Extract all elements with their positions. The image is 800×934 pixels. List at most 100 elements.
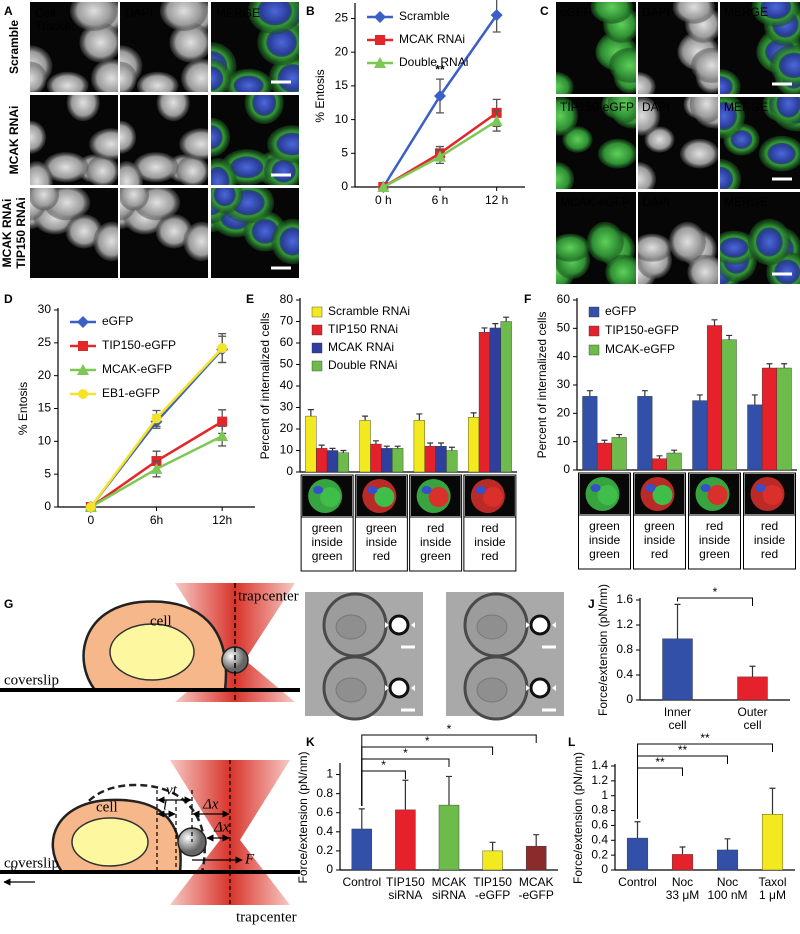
cell xyxy=(30,161,53,185)
nucleus xyxy=(776,97,800,118)
x-tick-label-line: green xyxy=(699,547,730,561)
bar xyxy=(692,400,708,471)
micrograph xyxy=(556,192,636,284)
nucleus xyxy=(71,817,149,867)
bar xyxy=(482,850,503,871)
legend-label: TIP150 RNAi xyxy=(328,322,398,336)
nucleus xyxy=(109,623,195,681)
legend-label: MCAK RNAi xyxy=(399,32,465,46)
bar xyxy=(370,443,382,473)
error-bar xyxy=(489,841,496,851)
x-tick-label-line: siRNA xyxy=(388,888,422,902)
x-tick-label-line: 100 nM xyxy=(707,888,747,902)
category-box xyxy=(633,472,686,570)
y-tick-label: 0.2 xyxy=(316,843,333,857)
panel-label: L xyxy=(568,735,575,749)
diagram-label: coverslip xyxy=(4,855,59,871)
image-label: MERGE xyxy=(724,100,768,114)
error-bar xyxy=(711,319,718,326)
nucleus xyxy=(266,27,297,57)
panel-label: F xyxy=(524,292,531,306)
y-tick-label: 0 xyxy=(563,462,570,476)
marker xyxy=(217,416,228,427)
thumb-nucleus xyxy=(421,486,432,494)
diagram-g: cell coverslip trap center cell coversli… xyxy=(0,583,300,925)
x-tick-label-line: green xyxy=(420,549,451,563)
cell xyxy=(183,221,208,262)
cell xyxy=(590,2,633,24)
y-tick-label: 0 xyxy=(341,179,348,193)
legend-label: MCAK-eGFP xyxy=(102,362,172,376)
diagram-label: center xyxy=(260,909,297,925)
diagram-label: v xyxy=(10,861,17,877)
diagram-label: Δx xyxy=(213,819,230,835)
marker xyxy=(85,502,96,512)
error-bar xyxy=(383,445,390,449)
y-tick-label: 0.8 xyxy=(591,803,608,817)
nucleus xyxy=(335,614,367,640)
cell xyxy=(180,58,208,92)
marker xyxy=(434,150,446,162)
thumb-inner xyxy=(652,485,673,505)
y-tick-label: 10 xyxy=(38,434,52,448)
bar xyxy=(395,809,416,871)
legend-swatch xyxy=(588,325,600,337)
cell xyxy=(69,2,118,31)
error-bar xyxy=(724,838,731,850)
y-tick-label: 0.2 xyxy=(591,847,608,861)
error-bar xyxy=(766,363,773,368)
error-bar xyxy=(751,394,758,405)
y-tick-label: 1.2 xyxy=(591,773,608,787)
nucleus xyxy=(476,614,508,640)
diagram-label: center xyxy=(262,588,299,604)
x-tick-label-line: red xyxy=(761,519,778,533)
marker xyxy=(217,343,228,354)
cell xyxy=(169,22,208,63)
x-tick-label-line: red xyxy=(481,521,498,535)
micrograph xyxy=(638,97,718,189)
image-label-line: Cell xyxy=(35,6,56,20)
y-tick-label: 0.8 xyxy=(616,642,633,656)
cell xyxy=(89,128,118,160)
error-bar xyxy=(318,444,325,449)
thumb-inner xyxy=(597,485,618,505)
y-tick-label: 20 xyxy=(38,368,52,382)
marker xyxy=(490,9,503,22)
cell xyxy=(562,126,593,153)
bead xyxy=(388,677,410,699)
y-tick-label: 20 xyxy=(335,44,349,58)
y-tick-label: 25 xyxy=(38,335,52,349)
y-tick-label: 70 xyxy=(280,314,294,328)
thumb-nucleus xyxy=(700,484,711,492)
legend-swatch xyxy=(311,324,323,336)
x-tick-label-line: red xyxy=(373,549,390,563)
y-axis-label: % Entosis xyxy=(313,69,327,122)
nucleus xyxy=(276,132,299,156)
x-tick-label-line: red xyxy=(651,547,668,561)
y-tick-label: 0.4 xyxy=(616,667,633,681)
cell xyxy=(687,254,718,284)
x-tick-label: green inside red xyxy=(644,519,676,561)
micrograph xyxy=(120,2,208,92)
legend-label: EB1-eGFP xyxy=(102,386,160,400)
legend-marker xyxy=(78,341,88,351)
bar xyxy=(500,321,512,473)
category-box xyxy=(300,474,354,572)
x-tick-label-line: green xyxy=(589,547,620,561)
cell xyxy=(556,72,574,94)
nucleus xyxy=(211,125,223,150)
y-tick-label: 0.8 xyxy=(316,786,333,800)
arrows xyxy=(3,796,243,886)
x-tick-label-line: inside xyxy=(366,535,398,549)
y-tick-label: 0 xyxy=(626,692,633,706)
x-tick-label-line: -eGFP xyxy=(475,888,510,902)
error-bar xyxy=(674,603,681,639)
micrograph xyxy=(720,192,800,284)
bar xyxy=(467,416,480,473)
x-tick-label: Control xyxy=(618,875,657,889)
bar xyxy=(666,452,682,471)
error-bar xyxy=(438,442,445,447)
x-tick-label: TIP150 -eGFP xyxy=(473,875,512,902)
nucleus xyxy=(756,227,783,257)
